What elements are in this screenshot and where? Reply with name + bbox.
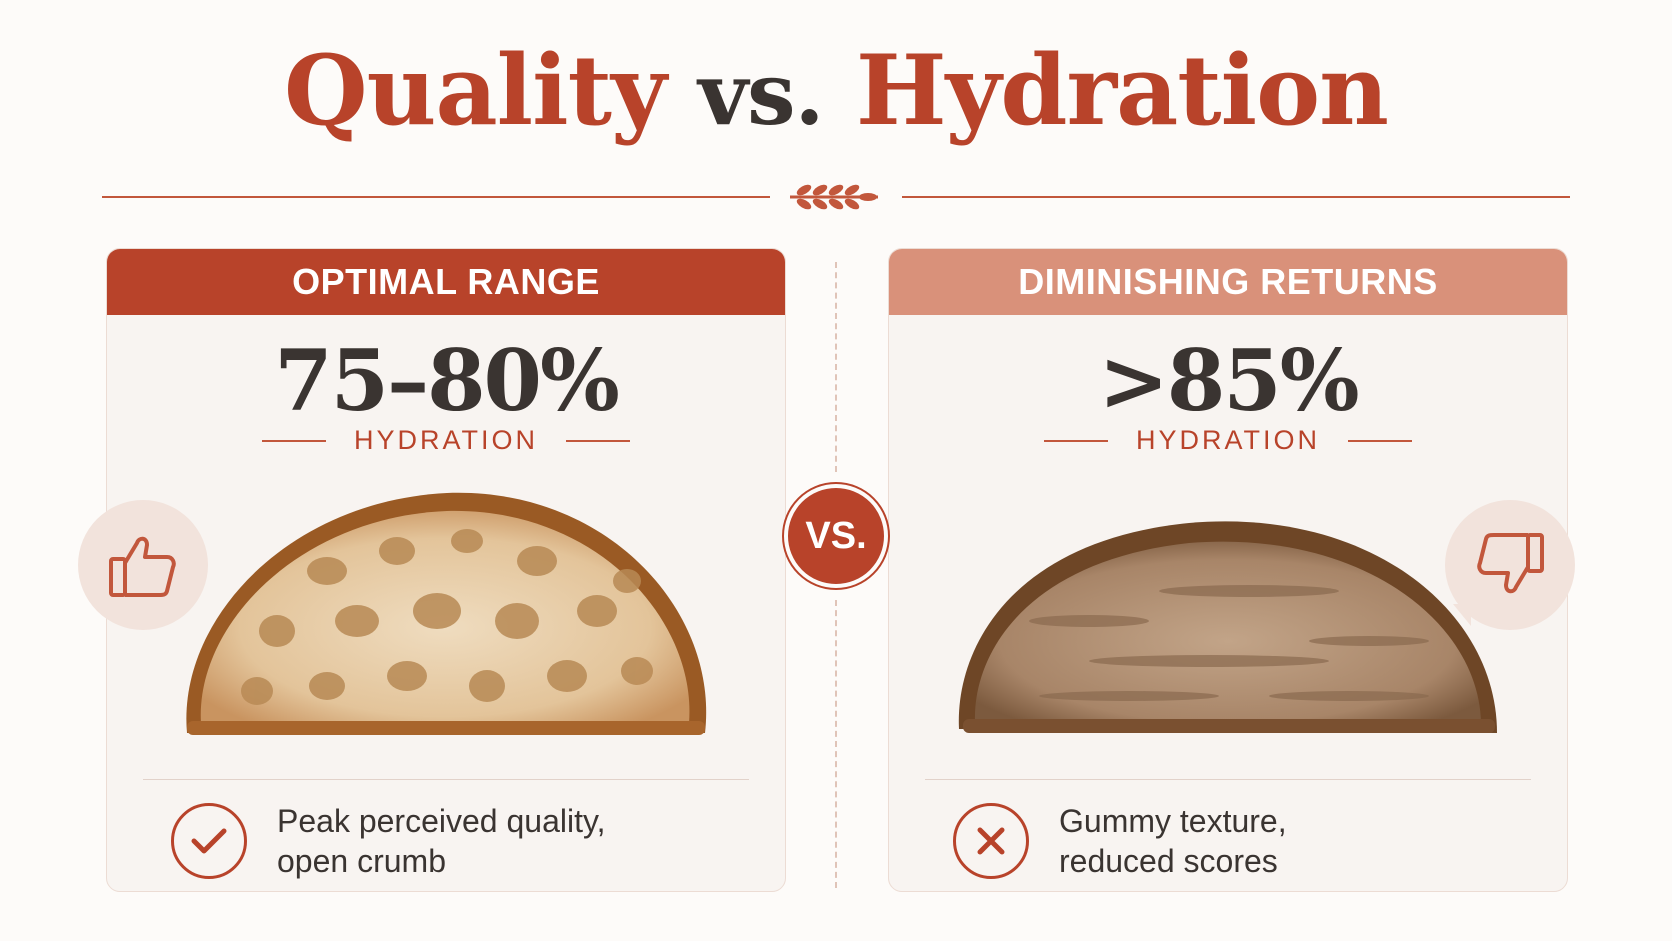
hydration-label: HYDRATION [1135, 425, 1320, 455]
result-caption: Peak perceived quality, open crumb [277, 801, 605, 881]
thumbs-down-icon [1477, 533, 1544, 594]
check-icon [171, 803, 247, 879]
hydration-label-row: HYDRATION [107, 425, 785, 456]
thumbs-up-icon [109, 536, 176, 597]
label-rule [1043, 439, 1108, 442]
title-divider-left [102, 196, 770, 198]
result-caption: Gummy texture, reduced scores [1059, 801, 1287, 881]
thumbs-up-badge [78, 500, 208, 630]
page-title: Quality vs. Hydration [0, 38, 1672, 144]
thumbs-down-badge [1445, 500, 1575, 630]
title-hydration: Hydration [855, 34, 1389, 147]
optimal-range-panel: OPTIMAL RANGE 75–80% HYDRATION [106, 248, 786, 892]
wheat-icon [790, 184, 878, 210]
caption-line: Peak perceived quality, [277, 803, 606, 839]
panel-header: OPTIMAL RANGE [107, 249, 785, 315]
hydration-value: >85% [1098, 331, 1359, 430]
label-rule [566, 439, 630, 442]
title-vs: vs. [698, 44, 824, 145]
title-quality: Quality [284, 34, 667, 147]
x-icon [953, 803, 1029, 879]
caption-line: reduced scores [1059, 843, 1278, 879]
caption-line: Gummy texture, [1059, 803, 1287, 839]
panel-header: DIMINISHING RETURNS [889, 249, 1567, 315]
label-rule [261, 439, 326, 442]
hydration-label: HYDRATION [353, 425, 538, 455]
vs-badge: VS. [784, 484, 888, 588]
hydration-label-row: HYDRATION [889, 425, 1567, 456]
panel-divider [925, 779, 1531, 780]
dense-crumb-loaf-image [958, 521, 1497, 733]
vs-connector-top [835, 262, 837, 472]
vs-connector-bottom [835, 600, 837, 888]
diminishing-returns-panel: DIMINISHING RETURNS >85% HYDRATION [888, 248, 1568, 892]
label-rule [1348, 439, 1412, 442]
panel-divider [143, 779, 749, 780]
caption-line: open crumb [277, 843, 446, 879]
hydration-value: 75–80% [274, 331, 620, 430]
open-crumb-loaf-image [186, 492, 707, 735]
title-divider-right [902, 196, 1570, 198]
